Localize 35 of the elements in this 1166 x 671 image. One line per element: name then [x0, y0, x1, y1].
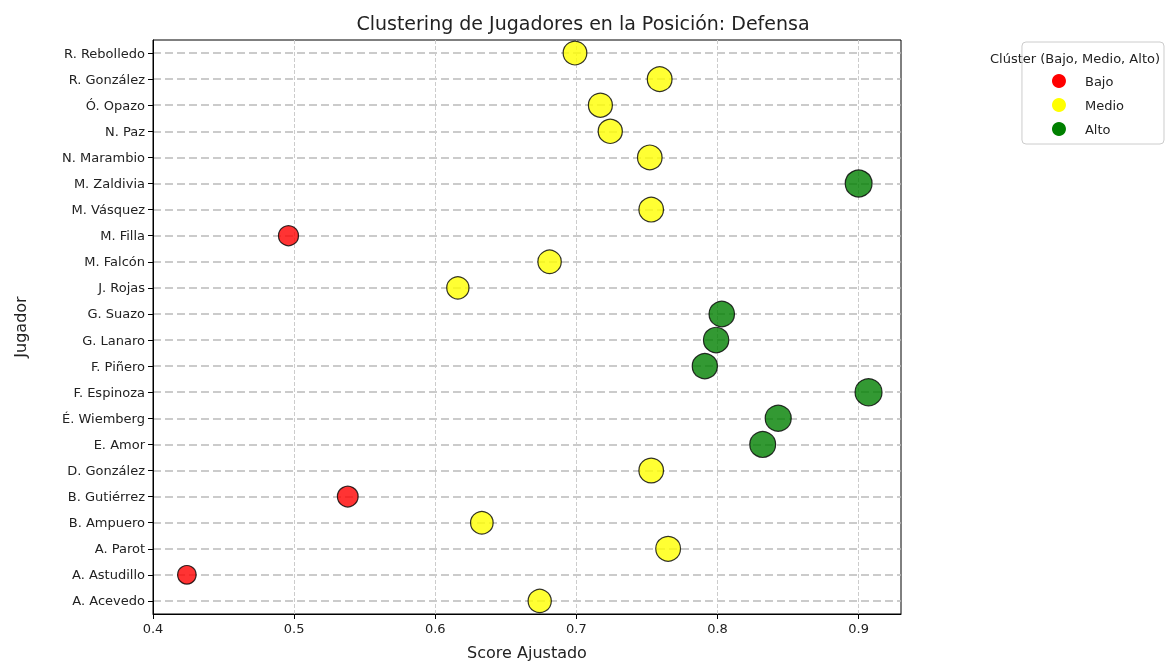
y-tick-label: F. Espinoza — [73, 384, 145, 400]
y-axis-title: Jugador — [10, 295, 30, 359]
x-tick-label: 0.6 — [424, 621, 446, 636]
y-tick-label: M. Vásquez — [71, 202, 146, 218]
y-tick-label: J. Rojas — [97, 280, 146, 296]
x-tick-label: 0.8 — [707, 621, 728, 636]
y-tick-label: N. Marambio — [62, 149, 146, 165]
y-tick-label: M. Falcón — [84, 254, 145, 270]
y-tick-label: E. Amor — [93, 436, 146, 452]
x-tick-label: 0.7 — [566, 621, 587, 636]
legend-label: Bajo — [1084, 73, 1114, 89]
y-tick-label: M. Filla — [100, 228, 145, 244]
legend-label: Medio — [1084, 97, 1125, 113]
y-tick-label: É. Wiemberg — [62, 410, 145, 426]
y-tick-label: M. Zaldivia — [73, 176, 145, 191]
y-tick-label: B. Gutiérrez — [67, 489, 146, 505]
legend-title: Clúster (Bajo, Medio, Alto) — [990, 51, 1160, 66]
x-tick-label: 0.4 — [142, 621, 164, 636]
y-tick-label: G. Lanaro — [82, 332, 146, 348]
y-tick-label: F. Piñero — [90, 358, 146, 374]
x-tick-label: 0.9 — [848, 621, 869, 636]
y-tick-label: A. Parot — [94, 541, 145, 557]
y-tick-label: Ó. Opazo — [85, 97, 146, 113]
y-tick-label: G. Suazo — [87, 306, 146, 322]
chart-title: Clustering de Jugadores en la Posición: Defensa — [356, 11, 810, 34]
legend-label: Alto — [1084, 121, 1111, 137]
x-tick-label: 0.5 — [283, 621, 305, 636]
y-tick-label: R. González — [68, 71, 146, 87]
y-tick-label: B. Ampuero — [68, 515, 146, 531]
y-tick-label: N. Paz — [104, 123, 146, 139]
y-tick-label: D. González — [67, 463, 146, 478]
y-tick-label: A. Acevedo — [72, 593, 146, 609]
y-tick-label: R. Rebolledo — [64, 45, 146, 61]
y-tick-label: A. Astudillo — [72, 567, 146, 583]
x-axis-title: Score Ajustado — [467, 642, 587, 662]
